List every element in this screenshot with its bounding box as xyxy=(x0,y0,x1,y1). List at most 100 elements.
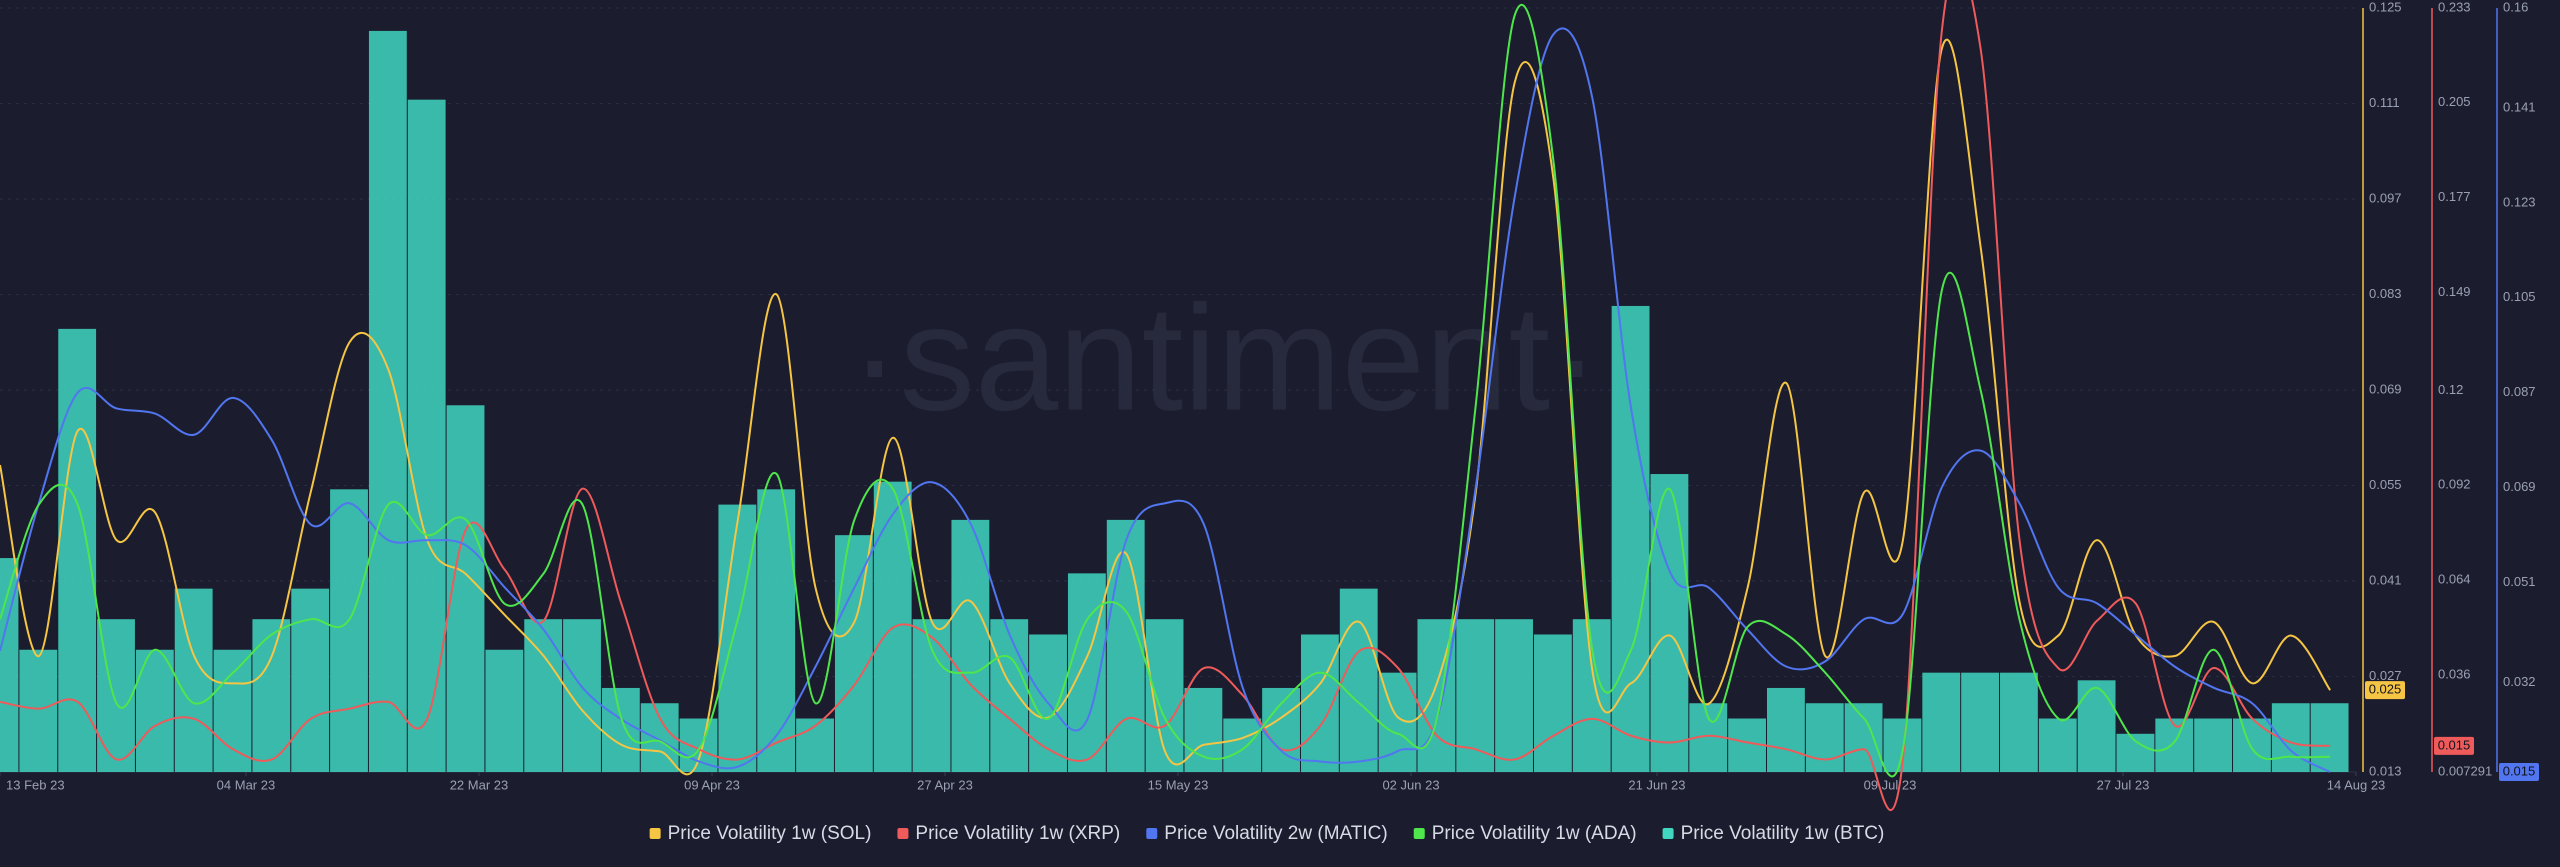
y-tick-label: 0.149 xyxy=(2438,284,2471,299)
y-tick-label: 0.105 xyxy=(2503,289,2536,304)
y-tick-label: 0.036 xyxy=(2438,666,2471,681)
y-tick-label: 0.177 xyxy=(2438,189,2471,204)
x-tick-label: 27 Jul 23 xyxy=(2097,777,2150,792)
bar xyxy=(19,649,58,772)
bar xyxy=(679,718,718,772)
last-value-label: 0.025 xyxy=(2369,682,2402,697)
last-value-badge xyxy=(2365,681,2405,700)
y-tick-label: 0.069 xyxy=(2503,479,2536,494)
bar xyxy=(1145,619,1184,772)
bar xyxy=(834,535,873,772)
y-tick-label: 0.027 xyxy=(2369,668,2402,683)
legend-label: Price Volatility 1w (BTC) xyxy=(1681,823,1885,844)
y-tick-label: 0.007291 xyxy=(2438,763,2492,778)
legend-label: Price Volatility 2w (MATIC) xyxy=(1164,823,1387,844)
x-tick-label: 02 Jun 23 xyxy=(1382,777,1439,792)
bar xyxy=(1767,687,1805,772)
bar xyxy=(2310,703,2349,772)
bar xyxy=(1611,305,1650,772)
x-tick-label: 22 Mar 23 xyxy=(450,777,509,792)
x-tick-label: 04 Mar 23 xyxy=(217,777,276,792)
bar-series xyxy=(0,30,2349,773)
y-tick-label: 0.205 xyxy=(2438,94,2471,109)
bar xyxy=(912,619,951,772)
bar xyxy=(1223,718,1262,772)
bar xyxy=(990,619,1029,772)
bar xyxy=(485,649,524,772)
bar xyxy=(1339,588,1378,772)
bar xyxy=(2038,718,2077,772)
last-value-badge xyxy=(2434,736,2474,755)
bar xyxy=(1961,672,2000,772)
bar xyxy=(2116,733,2155,772)
x-tick-label: 15 May 23 xyxy=(1148,777,1209,792)
y-tick-label: 0.055 xyxy=(2369,477,2402,492)
bar xyxy=(951,519,990,772)
x-tick-label: 09 Jul 23 xyxy=(1864,777,1917,792)
bar xyxy=(135,649,174,772)
line xyxy=(0,0,2331,811)
bar xyxy=(2233,718,2271,772)
bar xyxy=(58,328,97,772)
last-value-label: 0.015 xyxy=(2438,737,2471,752)
bar xyxy=(213,649,252,772)
y-tick-label: 0.092 xyxy=(2438,477,2471,492)
last-value-label: 0.015 xyxy=(2503,763,2536,778)
bar xyxy=(2000,672,2038,772)
bar xyxy=(718,504,757,772)
line xyxy=(0,38,2331,776)
y-tick-label: 0.087 xyxy=(2503,384,2536,399)
y-tick-label: 0.111 xyxy=(2369,95,2400,110)
y-tick-label: 0.032 xyxy=(2503,674,2536,689)
y-tick-label: 0.16 xyxy=(2503,0,2528,14)
bar xyxy=(2077,680,2116,772)
legend-label: Price Volatility 1w (XRP) xyxy=(915,823,1120,844)
y-tick-label: 0.123 xyxy=(2503,194,2536,209)
bar xyxy=(368,30,407,773)
y-tick-label: 0.097 xyxy=(2369,190,2402,205)
y-tick-label: 0.233 xyxy=(2438,0,2471,14)
legend-label: Price Volatility 1w (SOL) xyxy=(668,823,872,844)
y-tick-label: 0.125 xyxy=(2369,0,2402,14)
y-tick-label: 0.069 xyxy=(2369,381,2402,396)
y-tick-label: 0.083 xyxy=(2369,286,2402,301)
y-tick-label: 0.013 xyxy=(2369,763,2402,778)
x-tick-label: 14 Aug 23 xyxy=(2327,777,2386,792)
bar xyxy=(563,619,601,772)
x-tick-label: 13 Feb 23 xyxy=(6,777,65,792)
x-tick-label: 09 Apr 23 xyxy=(684,777,740,792)
bar xyxy=(330,489,368,772)
bar xyxy=(601,687,640,772)
bar xyxy=(1805,703,1844,772)
legend-swatch xyxy=(649,828,661,839)
bar xyxy=(252,619,291,772)
legend-swatch xyxy=(1662,828,1674,839)
bar xyxy=(1533,634,1572,772)
x-tick-label: 21 Jun 23 xyxy=(1628,777,1685,792)
bar xyxy=(524,619,563,772)
bar xyxy=(407,99,446,773)
last-value-badge xyxy=(2499,763,2539,781)
bar xyxy=(2194,718,2233,772)
line xyxy=(0,3,2331,778)
y-tick-label: 0.051 xyxy=(2503,574,2536,589)
legend-swatch xyxy=(1413,828,1425,839)
bar xyxy=(1495,619,1533,772)
bar xyxy=(1106,519,1145,772)
bar xyxy=(291,588,330,772)
y-tick-label: 0.141 xyxy=(2503,100,2536,115)
bar xyxy=(174,588,213,772)
bar xyxy=(2155,718,2194,772)
legend-swatch xyxy=(897,828,909,839)
bar xyxy=(1922,672,1961,772)
bar xyxy=(1650,474,1689,772)
legend-swatch xyxy=(1146,828,1158,839)
y-tick-label: 0.064 xyxy=(2438,571,2471,586)
legend: Price Volatility 1w (SOL) Price Volatilit… xyxy=(649,823,1885,844)
bar xyxy=(0,558,19,772)
line xyxy=(0,27,2331,773)
y-tick-label: 0.041 xyxy=(2369,572,2402,587)
legend-label: Price Volatility 1w (ADA) xyxy=(1432,823,1637,844)
x-tick-label: 27 Apr 23 xyxy=(917,777,973,792)
